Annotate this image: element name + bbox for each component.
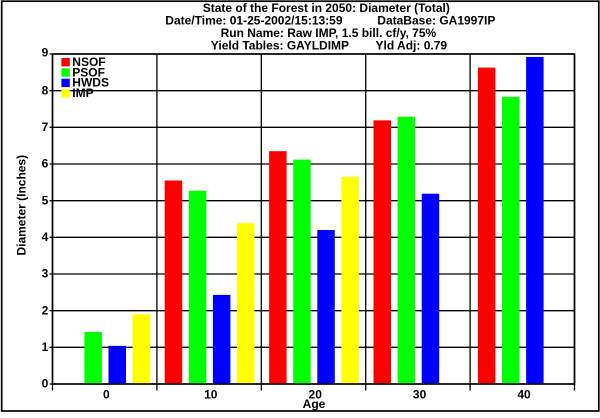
svg-text:State of the Forest in 2050: D: State of the Forest in 2050: Diameter (T… [203, 1, 450, 15]
svg-text:HWDS: HWDS [72, 76, 109, 90]
svg-text:IMP: IMP [72, 86, 93, 100]
svg-text:8: 8 [42, 83, 49, 97]
svg-text:0: 0 [103, 388, 110, 402]
svg-text:10: 10 [204, 388, 218, 402]
svg-text:Date/Time: 01-25-2002/15:13:59: Date/Time: 01-25-2002/15:13:59 [165, 14, 343, 28]
svg-text:4: 4 [42, 230, 49, 244]
svg-text:20: 20 [309, 388, 323, 402]
svg-text:0: 0 [42, 377, 49, 391]
svg-text:5: 5 [42, 193, 49, 207]
svg-text:3: 3 [42, 267, 49, 281]
svg-text:2: 2 [42, 303, 49, 317]
svg-text:1: 1 [42, 340, 49, 354]
svg-text:Run Name: Raw IMP, 1.5 bill. c: Run Name: Raw IMP, 1.5 bill. cf/y, 75% [221, 26, 437, 40]
svg-text:Yld Adj: 0.79: Yld Adj: 0.79 [376, 38, 448, 52]
svg-text:Age: Age [303, 397, 326, 411]
svg-text:DataBase: GA1997IP: DataBase: GA1997IP [377, 14, 495, 28]
svg-text:Diameter (Inches): Diameter (Inches) [14, 155, 28, 256]
svg-text:30: 30 [413, 388, 427, 402]
svg-text:40: 40 [517, 388, 531, 402]
svg-text:NSOF: NSOF [72, 55, 105, 69]
svg-text:Yield Tables: GAYLDIMP: Yield Tables: GAYLDIMP [211, 38, 349, 52]
svg-text:7: 7 [42, 120, 49, 134]
svg-text:6: 6 [42, 157, 49, 171]
svg-text:9: 9 [42, 45, 49, 59]
svg-text:PSOF: PSOF [72, 65, 105, 79]
